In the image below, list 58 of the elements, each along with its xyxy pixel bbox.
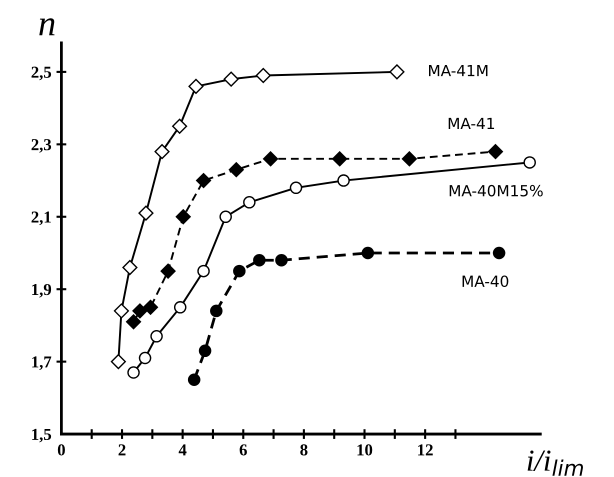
- y-axis-title: n: [39, 18, 55, 36]
- point: [174, 301, 186, 314]
- point: [126, 314, 142, 330]
- x-tick-label: 4: [178, 444, 186, 456]
- point: [127, 366, 140, 379]
- point: [122, 260, 138, 276]
- point: [176, 209, 191, 224]
- point: [253, 254, 266, 266]
- point: [198, 344, 212, 358]
- x-tick-label: 8: [300, 444, 308, 456]
- series-label: MA-41: [448, 118, 494, 129]
- x-tick-label: 10: [358, 444, 372, 456]
- point: [243, 196, 256, 209]
- point: [188, 373, 200, 386]
- y-tick-label: 1,7: [32, 356, 52, 370]
- point: [188, 78, 204, 94]
- y-tick-label: 1,5: [32, 428, 52, 442]
- series-label: MA-40M15%: [450, 184, 543, 196]
- point: [290, 182, 302, 194]
- point: [138, 352, 152, 364]
- point: [402, 151, 417, 166]
- point: [228, 162, 244, 178]
- x-tick-label: 12: [418, 444, 433, 456]
- point: [389, 64, 405, 80]
- x-tick-label: 0: [58, 444, 65, 456]
- point: [150, 330, 163, 343]
- point: [275, 254, 288, 266]
- point: [210, 304, 223, 318]
- point: [492, 246, 506, 260]
- series-label: MA-41M: [429, 64, 488, 76]
- point: [172, 118, 188, 134]
- point: [256, 68, 271, 84]
- point: [160, 264, 176, 279]
- point: [197, 264, 210, 278]
- point: [114, 303, 129, 319]
- point: [362, 246, 374, 260]
- y-tick-label: 2,1: [32, 212, 51, 226]
- point: [154, 144, 170, 160]
- point: [219, 210, 232, 224]
- y-tick-label: 1,9: [32, 284, 52, 298]
- point: [138, 206, 154, 221]
- point: [332, 151, 348, 166]
- x-tick-label: 2: [118, 444, 126, 456]
- point: [110, 354, 126, 370]
- x-axis-title: i/i$_{lim}$: [528, 450, 583, 476]
- point: [132, 303, 148, 319]
- point: [224, 72, 239, 87]
- y-tick-label: 2,3: [32, 139, 52, 153]
- point: [196, 172, 212, 188]
- point: [142, 300, 158, 315]
- point: [262, 151, 278, 166]
- series-label: MA-40: [462, 275, 508, 288]
- x-tick-label: 6: [240, 444, 247, 456]
- y-tick-label: 2,5: [32, 66, 52, 80]
- point: [488, 144, 504, 160]
- point: [233, 264, 246, 278]
- point: [337, 174, 350, 187]
- point: [523, 156, 536, 169]
